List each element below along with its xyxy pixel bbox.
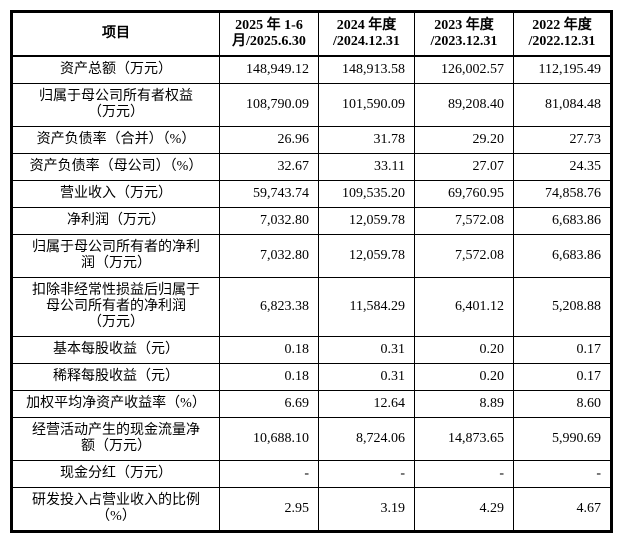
cell-value: 0.17 [513, 336, 612, 364]
cell-value: 7,032.80 [219, 207, 319, 235]
cell-value: 32.67 [219, 153, 319, 181]
cell-value: 8.89 [414, 390, 514, 418]
column-header-item: 项目 [11, 11, 220, 57]
cell-value: 2.95 [219, 487, 319, 532]
row-net-profit-deducted: 扣除非经常性损益后归属于 母公司所有者的净利润 （万元） 6,823.38 11… [11, 277, 612, 337]
cell-value: 26.96 [219, 126, 319, 154]
cell-value: 7,572.08 [414, 234, 514, 278]
cell-value: 101,590.09 [318, 83, 415, 127]
row-label: 扣除非经常性损益后归属于 母公司所有者的净利润 （万元） [11, 277, 220, 337]
cell-value: 33.11 [318, 153, 415, 181]
cell-value: 81,084.48 [513, 83, 612, 127]
column-header-period-2023: 2023 年度 /2023.12.31 [414, 11, 514, 57]
cell-value: 12.64 [318, 390, 415, 418]
cell-value: - [513, 460, 612, 488]
row-label: 营业收入（万元） [11, 180, 220, 208]
cell-value: 11,584.29 [318, 277, 415, 337]
cell-value: 4.67 [513, 487, 612, 532]
cell-value: 6,401.12 [414, 277, 514, 337]
cell-value: 5,990.69 [513, 417, 612, 461]
cell-value: - [414, 460, 514, 488]
row-label: 归属于母公司所有者的净利 润（万元） [11, 234, 220, 278]
column-header-period-2024: 2024 年度 /2024.12.31 [318, 11, 415, 57]
cell-value: 0.31 [318, 336, 415, 364]
row-label: 净利润（万元） [11, 207, 220, 235]
cell-value: 0.18 [219, 363, 319, 391]
row-operating-revenue: 营业收入（万元） 59,743.74 109,535.20 69,760.95 … [11, 180, 612, 208]
row-label: 稀释每股收益（元） [11, 363, 220, 391]
row-basic-eps: 基本每股收益（元） 0.18 0.31 0.20 0.17 [11, 336, 612, 364]
cell-value: 4.29 [414, 487, 514, 532]
row-label: 经营活动产生的现金流量净 额（万元） [11, 417, 220, 461]
financial-summary-table: 项目 2025 年 1-6 月/2025.6.30 2024 年度 /2024.… [10, 10, 613, 533]
cell-value: 126,002.57 [414, 55, 514, 84]
row-net-profit-parent: 归属于母公司所有者的净利 润（万元） 7,032.80 12,059.78 7,… [11, 234, 612, 278]
cell-value: 12,059.78 [318, 234, 415, 278]
cell-value: 5,208.88 [513, 277, 612, 337]
row-diluted-eps: 稀释每股收益（元） 0.18 0.31 0.20 0.17 [11, 363, 612, 391]
cell-value: 27.73 [513, 126, 612, 154]
cell-value: 10,688.10 [219, 417, 319, 461]
row-weighted-roe: 加权平均净资产收益率（%） 6.69 12.64 8.89 8.60 [11, 390, 612, 418]
cell-value: 6.69 [219, 390, 319, 418]
cell-value: 148,913.58 [318, 55, 415, 84]
row-label: 归属于母公司所有者权益 （万元） [11, 83, 220, 127]
cell-value: 109,535.20 [318, 180, 415, 208]
row-label: 基本每股收益（元） [11, 336, 220, 364]
cell-value: 31.78 [318, 126, 415, 154]
cell-value: 7,032.80 [219, 234, 319, 278]
cell-value: 0.17 [513, 363, 612, 391]
row-total-assets: 资产总额（万元） 148,949.12 148,913.58 126,002.5… [11, 55, 612, 84]
row-operating-cash-flow: 经营活动产生的现金流量净 额（万元） 10,688.10 8,724.06 14… [11, 417, 612, 461]
cell-value: 8.60 [513, 390, 612, 418]
row-debt-ratio-consolidated: 资产负债率（合并）（%） 26.96 31.78 29.20 27.73 [11, 126, 612, 154]
column-header-period-2025: 2025 年 1-6 月/2025.6.30 [219, 11, 319, 57]
row-parent-equity: 归属于母公司所有者权益 （万元） 108,790.09 101,590.09 8… [11, 83, 612, 127]
row-debt-ratio-parent: 资产负债率（母公司）（%） 32.67 33.11 27.07 24.35 [11, 153, 612, 181]
cell-value: 0.20 [414, 363, 514, 391]
cell-value: 7,572.08 [414, 207, 514, 235]
cell-value: 29.20 [414, 126, 514, 154]
cell-value: 14,873.65 [414, 417, 514, 461]
cell-value: 6,683.86 [513, 234, 612, 278]
cell-value: 3.19 [318, 487, 415, 532]
cell-value: 108,790.09 [219, 83, 319, 127]
row-label: 资产负债率（母公司）（%） [11, 153, 220, 181]
cell-value: 8,724.06 [318, 417, 415, 461]
header-row: 项目 2025 年 1-6 月/2025.6.30 2024 年度 /2024.… [11, 11, 612, 57]
cell-value: 74,858.76 [513, 180, 612, 208]
row-label: 加权平均净资产收益率（%） [11, 390, 220, 418]
cell-value: 6,683.86 [513, 207, 612, 235]
row-cash-dividend: 现金分红（万元） - - - - [11, 460, 612, 488]
cell-value: 0.31 [318, 363, 415, 391]
cell-value: 148,949.12 [219, 55, 319, 84]
row-label: 研发投入占营业收入的比例 （%） [11, 487, 220, 532]
row-label: 资产负债率（合并）（%） [11, 126, 220, 154]
cell-value: - [318, 460, 415, 488]
cell-value: 69,760.95 [414, 180, 514, 208]
cell-value: 0.20 [414, 336, 514, 364]
financial-summary: 项目 2025 年 1-6 月/2025.6.30 2024 年度 /2024.… [10, 10, 613, 533]
cell-value: 0.18 [219, 336, 319, 364]
row-label: 现金分红（万元） [11, 460, 220, 488]
cell-value: 6,823.38 [219, 277, 319, 337]
cell-value: 89,208.40 [414, 83, 514, 127]
cell-value: 24.35 [513, 153, 612, 181]
row-rd-revenue-ratio: 研发投入占营业收入的比例 （%） 2.95 3.19 4.29 4.67 [11, 487, 612, 532]
row-label: 资产总额（万元） [11, 55, 220, 84]
cell-value: 59,743.74 [219, 180, 319, 208]
row-net-profit: 净利润（万元） 7,032.80 12,059.78 7,572.08 6,68… [11, 207, 612, 235]
cell-value: 12,059.78 [318, 207, 415, 235]
cell-value: - [219, 460, 319, 488]
cell-value: 112,195.49 [513, 55, 612, 84]
cell-value: 27.07 [414, 153, 514, 181]
column-header-period-2022: 2022 年度 /2022.12.31 [513, 11, 612, 57]
